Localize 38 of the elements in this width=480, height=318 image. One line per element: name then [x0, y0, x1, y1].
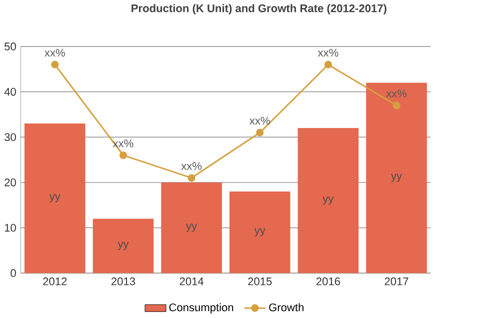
data-label: xx%	[318, 48, 338, 57]
y-tick-label: 10	[4, 224, 16, 232]
data-label: yy	[49, 194, 60, 202]
data-label: xx%	[181, 162, 202, 170]
y-tick-label: 0	[10, 269, 16, 278]
y-tick-label: 50	[4, 42, 16, 50]
point	[188, 174, 196, 182]
x-tick-label: 2015	[248, 277, 272, 286]
y-tick-label: 40	[4, 88, 16, 96]
point	[51, 60, 59, 68]
point	[324, 60, 332, 68]
bar	[298, 128, 359, 274]
bar	[366, 82, 427, 274]
x-tick-label: 2017	[384, 277, 408, 286]
x-tick-label: 2016	[316, 277, 340, 286]
x-tick-label: 2014	[180, 277, 204, 286]
point	[256, 128, 264, 136]
chart-title: Production (K Unit) and Growth Rate (2012-2017)	[132, 4, 386, 14]
data-label: yy	[186, 224, 198, 232]
bar	[92, 218, 154, 274]
data-label: xx%	[44, 48, 65, 57]
data-label: yy	[254, 228, 266, 236]
bar	[229, 192, 290, 274]
x-tick-label: 2012	[43, 277, 67, 286]
legend-label: Growth	[269, 303, 304, 312]
data-label: xx%	[250, 116, 270, 125]
y-tick-label: 20	[4, 178, 16, 186]
x-tick-label: 2013	[111, 277, 136, 286]
data-label: yy	[391, 174, 402, 182]
bar	[24, 124, 86, 274]
data-label: yy	[118, 242, 129, 250]
data-label: yy	[322, 196, 334, 205]
point	[392, 102, 400, 110]
data-label: xx%	[386, 90, 407, 98]
y-tick-label: 30	[4, 133, 16, 142]
legend-label: Consumption	[169, 303, 234, 314]
bar	[161, 182, 222, 274]
point	[119, 151, 128, 160]
